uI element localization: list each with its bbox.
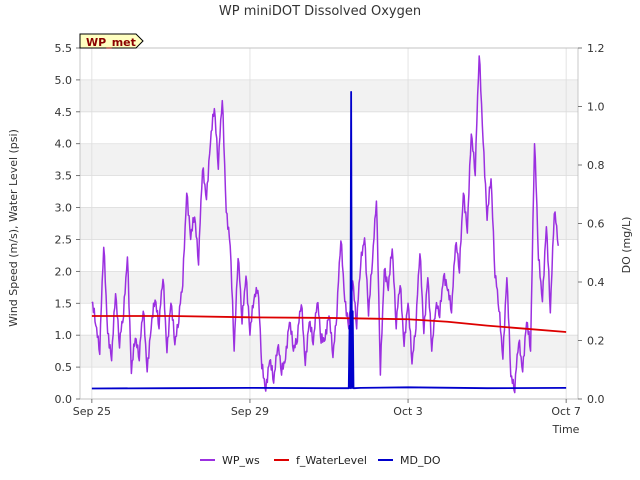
legend: WP_ws f_WaterLevel MD_DO [200, 454, 441, 467]
left-tick-label: 2.0 [55, 265, 73, 278]
grid-band [80, 271, 578, 304]
md-do-legend-label: MD_DO [400, 454, 441, 467]
right-axis: 0.0 0.2 0.4 0.6 0.8 1.0 1.2 [578, 42, 605, 406]
grid-band [80, 335, 578, 368]
left-tick-label: 3.5 [55, 170, 73, 183]
left-axis: 0.0 0.5 1.0 1.5 2.0 2.5 3.0 3.5 4.0 4.5 5.0 5.5 [55, 42, 80, 406]
right-tick-label: 0.8 [587, 159, 605, 172]
x-axis-label: Time [552, 423, 580, 436]
left-tick-label: 4.0 [55, 138, 73, 151]
left-tick-label: 1.5 [55, 297, 73, 310]
f-waterlevel-legend-label: f_WaterLevel [296, 454, 367, 467]
wp-ws-legend-label: WP_ws [222, 454, 260, 467]
right-tick-label: 1.0 [587, 101, 605, 114]
y-axis-left-label: Wind Speed (m/s), Water Level (psi) [7, 129, 20, 327]
left-tick-label: 5.0 [55, 74, 73, 87]
left-tick-label: 0.0 [55, 393, 73, 406]
right-tick-label: 0.2 [587, 335, 605, 348]
right-tick-label: 0.6 [587, 218, 605, 231]
plot-background [80, 79, 578, 368]
series-layer [91, 55, 567, 394]
x-tick-label: Oct 3 [393, 405, 423, 418]
station-badge-label: WP_met [86, 36, 136, 49]
x-tick-label: Sep 25 [73, 405, 111, 418]
md-do-line [91, 90, 567, 390]
chart-title: WP miniDOT Dissolved Oxygen [219, 4, 421, 19]
left-tick-label: 5.5 [55, 42, 73, 55]
f-waterlevel-line [91, 315, 567, 333]
right-tick-label: 0.4 [587, 276, 605, 289]
x-tick-label: Oct 7 [551, 405, 581, 418]
right-tick-label: 0.0 [587, 393, 605, 406]
grid-band [80, 79, 578, 112]
left-tick-label: 4.5 [55, 106, 73, 119]
left-tick-label: 0.5 [55, 361, 73, 374]
grid-band [80, 143, 578, 176]
right-tick-label: 1.2 [587, 42, 605, 55]
grid-band [80, 207, 578, 240]
left-tick-label: 1.0 [55, 329, 73, 342]
station-badge: WP_met [79, 33, 144, 49]
x-tick-label: Sep 29 [231, 405, 269, 418]
grid [80, 47, 578, 400]
y-axis-right-label: DO (mg/L) [620, 217, 633, 274]
left-tick-label: 3.0 [55, 202, 73, 215]
left-tick-label: 2.5 [55, 233, 73, 246]
